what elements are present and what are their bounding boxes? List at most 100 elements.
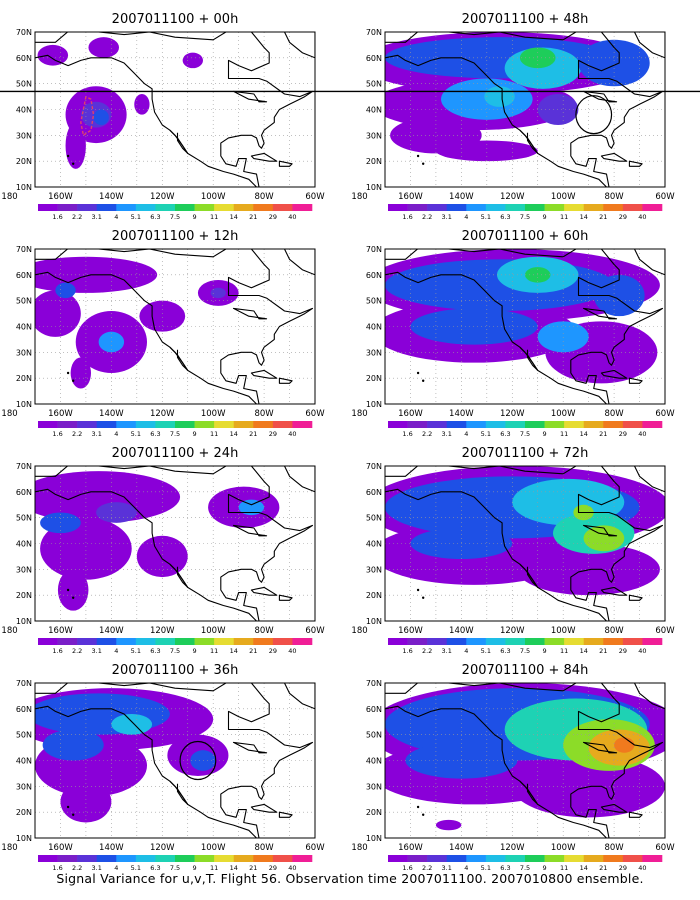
x-tick-label: 180: [1, 626, 17, 636]
colorbar-swatch: [214, 204, 235, 211]
colorbar-label: 6.3: [150, 213, 160, 221]
colorbar-label: 29: [269, 213, 277, 221]
y-tick-label: 50N: [16, 80, 32, 89]
colorbar-swatch: [388, 421, 408, 428]
colorbar-swatch: [466, 204, 487, 211]
colorbar-swatch: [272, 638, 293, 645]
colorbar-label: 21: [249, 864, 257, 872]
colorbar-swatch: [175, 855, 195, 862]
colorbar-label: 4: [464, 430, 468, 438]
y-tick-label: 60N: [16, 271, 32, 280]
y-tick-label: 10N: [366, 183, 382, 192]
colorbar-swatch: [214, 638, 235, 645]
colorbar-label: 3.1: [442, 430, 452, 438]
colorbar-swatch: [446, 855, 467, 862]
map-panel: 2007011100 + 12h 10N 20N 30N 40N 50N 60N 70N 180…: [1, 229, 325, 438]
colorbar-swatch: [544, 855, 565, 862]
x-tick-label: 160W: [398, 843, 423, 853]
colorbar-label: 3.1: [92, 430, 102, 438]
colorbar-swatch: [485, 638, 506, 645]
colorbar-label: 9: [543, 213, 547, 221]
x-tick-label: 80W: [254, 409, 274, 419]
colorbar-swatch: [407, 421, 428, 428]
variance-contour: [182, 52, 203, 69]
coastline: [628, 160, 643, 167]
colorbar-swatch: [292, 855, 313, 862]
colorbar-label: 1.6: [402, 647, 412, 655]
coastline: [600, 152, 628, 162]
x-tick-label: 100W: [551, 843, 576, 853]
y-tick-label: 30N: [366, 348, 382, 357]
colorbar-swatch: [57, 421, 78, 428]
island: [421, 162, 425, 165]
colorbar-label: 40: [638, 647, 646, 655]
y-tick-label: 50N: [16, 297, 32, 306]
colorbar-label: 3.1: [92, 213, 102, 221]
colorbar-swatch: [388, 204, 408, 211]
variance-contour: [435, 819, 462, 831]
island: [421, 596, 425, 599]
colorbar-swatch: [427, 638, 448, 645]
y-tick-label: 40N: [366, 323, 382, 332]
colorbar-swatch: [135, 421, 156, 428]
y-tick-label: 10N: [16, 400, 32, 409]
island: [421, 813, 425, 816]
colorbar-label: 2.2: [72, 647, 82, 655]
colorbar-swatch: [214, 855, 235, 862]
y-tick-label: 50N: [366, 80, 382, 89]
x-tick-label: 180: [351, 626, 367, 636]
colorbar-swatch: [272, 204, 293, 211]
x-tick-label: 100W: [201, 192, 226, 202]
y-tick-label: 50N: [16, 514, 32, 523]
variance-contour: [210, 287, 226, 299]
colorbar-label: 4: [464, 864, 468, 872]
colorbar-swatch: [622, 638, 643, 645]
colorbar-label: 11: [560, 864, 568, 872]
island: [71, 596, 75, 599]
map-frame: [34, 31, 316, 188]
colorbar-label: 7.5: [170, 647, 180, 655]
x-tick-label: 180: [1, 843, 17, 853]
colorbar-label: 6.3: [150, 430, 160, 438]
y-tick-label: 70N: [16, 462, 32, 471]
colorbar-label: 14: [580, 864, 588, 872]
colorbar-label: 1.6: [52, 213, 62, 221]
x-tick-label: 80W: [604, 192, 624, 202]
colorbar-label: 6.3: [150, 864, 160, 872]
coastline: [628, 811, 643, 818]
colorbar-swatch: [407, 855, 428, 862]
variance-contour: [93, 109, 109, 125]
colorbar-label: 7.5: [520, 213, 530, 221]
x-tick-label: 140W: [449, 843, 474, 853]
y-tick-label: 40N: [16, 757, 32, 766]
colorbar-label: 1.6: [402, 213, 412, 221]
y-tick-label: 70N: [366, 462, 382, 471]
colorbar-swatch: [505, 855, 526, 862]
colorbar-label: 14: [580, 213, 588, 221]
colorbar-label: 7.5: [170, 430, 180, 438]
x-tick-label: 120W: [150, 626, 175, 636]
y-tick-label: 10N: [366, 400, 382, 409]
y-tick-label: 10N: [16, 834, 32, 843]
coastline: [35, 488, 257, 621]
island: [66, 588, 70, 592]
coastline: [278, 594, 293, 601]
colorbar-label: 2.2: [422, 213, 432, 221]
colorbar-swatch: [253, 855, 274, 862]
x-tick-label: 160W: [48, 626, 73, 636]
colorbar-swatch: [603, 855, 624, 862]
coastline: [628, 594, 643, 601]
target-circle: [179, 740, 217, 781]
colorbar-label: 11: [210, 864, 218, 872]
colorbar-label: 11: [210, 213, 218, 221]
map-panel: 2007011100 + 72h 10N 20N 30N 40N 50N 60N 70N 180…: [351, 446, 675, 655]
colorbar-swatch: [642, 421, 663, 428]
colorbar-label: 6.3: [500, 213, 510, 221]
y-tick-label: 20N: [366, 374, 382, 383]
coastline: [169, 780, 189, 805]
coastline: [232, 741, 268, 754]
coastline: [35, 705, 257, 838]
y-tick-label: 60N: [16, 705, 32, 714]
colorbar-swatch: [407, 204, 428, 211]
colorbar-label: 21: [599, 213, 607, 221]
